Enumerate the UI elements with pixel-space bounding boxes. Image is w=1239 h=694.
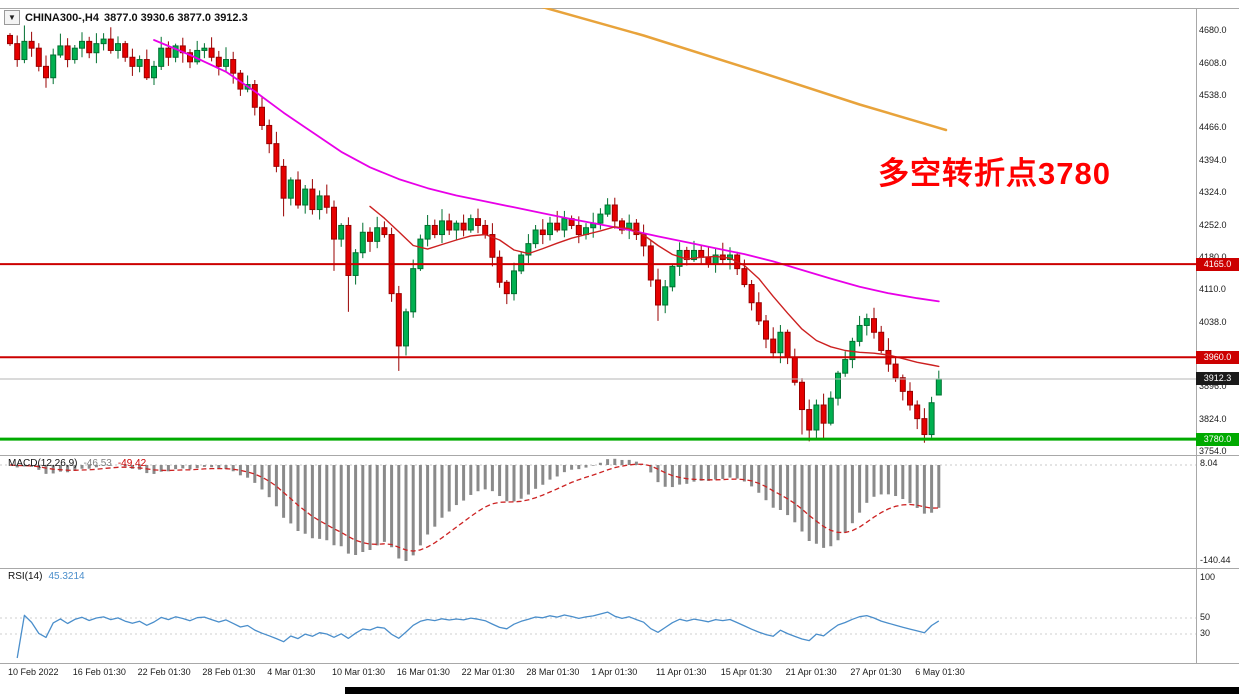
- chevron-down-icon[interactable]: ▼: [4, 10, 20, 25]
- rsi-panel[interactable]: [0, 568, 1196, 663]
- price-badge: 3960.0: [1196, 350, 1239, 364]
- time-axis-label: 28 Feb 01:30: [202, 667, 256, 677]
- time-axis-border: [0, 663, 1239, 664]
- time-axis-label: 28 Mar 01:30: [526, 667, 580, 677]
- symbol-name: CHINA300-,H4: [25, 11, 99, 24]
- chart-top-border: [0, 8, 1239, 9]
- time-axis-label: 10 Feb 2022: [8, 667, 59, 677]
- time-axis-label: 1 Apr 01:30: [591, 667, 638, 677]
- time-axis-label: 6 May 01:30: [915, 667, 965, 677]
- rsi-name: RSI(14): [8, 571, 43, 582]
- rsi-scale-50: 50: [1200, 612, 1211, 622]
- price-axis-label: 3754.0: [1199, 445, 1227, 456]
- time-axis-label: 22 Mar 01:30: [461, 667, 515, 677]
- price-axis-label: 4110.0: [1199, 284, 1226, 295]
- price-axis-label: 4180.0: [1199, 252, 1239, 262]
- symbol-info-bar: ▼ CHINA300-,H4 3877.0 3930.6 3877.0 3912…: [4, 10, 248, 25]
- macd-scale-max: 8.04: [1200, 458, 1218, 468]
- price-axis-label: 4038.0: [1199, 316, 1227, 327]
- time-axis-label: 16 Feb 01:30: [72, 667, 126, 677]
- price-axis[interactable]: 4680.0 4608.0 4538.0 4466.0 4394.0 4324.0 4252…: [1199, 0, 1239, 694]
- time-axis-label: 11 Apr 01:30: [656, 667, 707, 677]
- price-axis-label: 3824.0: [1199, 414, 1227, 425]
- macd-name: MACD(12,26,9): [8, 458, 78, 469]
- price-badge: 4165.0: [1196, 257, 1239, 271]
- rsi-label: RSI(14) 45.3214: [8, 571, 85, 582]
- bottom-bar: [345, 687, 1239, 694]
- price-badge: 3780.0: [1196, 432, 1239, 446]
- macd-panel[interactable]: [0, 455, 1196, 568]
- price-axis-label: 4680.0: [1199, 25, 1227, 35]
- time-axis-label: 21 Apr 01:30: [785, 667, 837, 677]
- symbol-ohlc-values: 3877.0 3930.6 3877.0 3912.3: [103, 11, 248, 24]
- time-axis-label: 4 Mar 01:30: [267, 667, 316, 677]
- price-axis-label: 4608.0: [1199, 57, 1227, 68]
- price-badge: 3912.3: [1196, 372, 1239, 386]
- price-axis-border: [1196, 8, 1197, 663]
- price-axis-label: 4252.0: [1199, 219, 1227, 230]
- time-axis-label: 22 Feb 01:30: [137, 667, 191, 677]
- time-axis-label: 10 Mar 01:30: [332, 667, 386, 677]
- macd-label: MACD(12,26,9) -46.53 -49.42: [8, 458, 146, 469]
- rsi-scale-30: 30: [1200, 628, 1211, 638]
- rsi-panel-border[interactable]: [0, 568, 1239, 569]
- rsi-scale-100: 100: [1200, 572, 1216, 582]
- rsi-value: 45.3214: [48, 571, 85, 582]
- macd-scale-min: -140.44: [1200, 555, 1231, 565]
- time-axis-label: 27 Apr 01:30: [850, 667, 902, 677]
- price-axis-label: 4324.0: [1199, 186, 1227, 197]
- price-axis-label: 3896.0: [1199, 381, 1227, 392]
- price-axis-label: 4394.0: [1199, 155, 1227, 165]
- time-axis[interactable]: 10 Feb 2022 16 Feb 01:30 22 Feb 01:30 28 Fe…: [0, 667, 1196, 681]
- annotation-text[interactable]: 多空转折点3780: [878, 156, 1111, 191]
- price-axis-label: 4538.0: [1199, 89, 1227, 100]
- macd-signal-value: -49.42: [117, 458, 147, 469]
- main-chart[interactable]: [0, 8, 1196, 455]
- price-axis-label: 4466.0: [1199, 122, 1227, 133]
- macd-panel-border[interactable]: [0, 455, 1239, 456]
- macd-main-value: -46.53: [83, 458, 112, 469]
- time-axis-label: 16 Mar 01:30: [396, 667, 450, 677]
- time-axis-label: 15 Apr 01:30: [720, 667, 772, 677]
